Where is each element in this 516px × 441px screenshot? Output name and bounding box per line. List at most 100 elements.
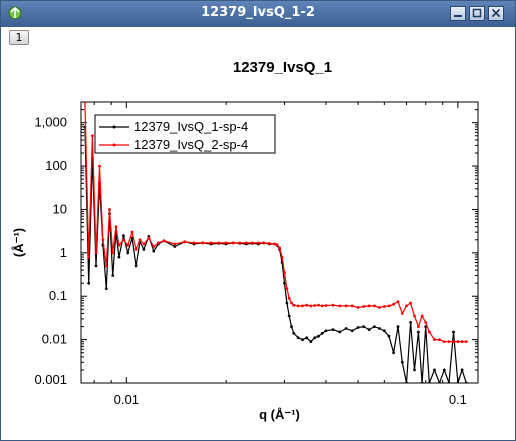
legend-box — [94, 114, 276, 154]
data-point — [331, 303, 335, 307]
data-point — [305, 303, 309, 307]
data-point — [409, 301, 412, 305]
data-point — [442, 368, 446, 372]
data-point — [387, 304, 391, 308]
data-point — [362, 325, 366, 328]
data-point — [420, 381, 424, 383]
close-button[interactable] — [488, 6, 504, 21]
data-point — [251, 241, 254, 245]
legend-label: 12379_IvsQ_2-sp-4 — [134, 137, 248, 152]
data-point — [114, 225, 118, 229]
data-point — [392, 302, 395, 306]
data-point — [152, 245, 156, 248]
data-point — [262, 241, 266, 245]
data-point — [373, 325, 376, 328]
legend-marker — [112, 143, 116, 147]
data-point — [413, 368, 416, 372]
data-point — [87, 255, 91, 259]
data-point — [283, 271, 286, 274]
data-point — [305, 336, 309, 340]
data-point — [367, 304, 371, 308]
data-point — [387, 334, 391, 338]
y-tick-label: 0.01 — [42, 332, 67, 347]
x-tick-label: 0.01 — [114, 392, 139, 407]
data-point — [217, 241, 221, 245]
data-point — [290, 301, 293, 305]
data-point — [142, 248, 146, 251]
data-point — [313, 336, 317, 340]
data-point — [91, 134, 94, 138]
data-point — [356, 306, 360, 309]
data-point — [396, 325, 400, 328]
data-point — [356, 326, 360, 329]
tab-1-button[interactable]: 1 — [9, 30, 29, 45]
chart-title: 12379_IvsQ_1 — [233, 59, 332, 76]
data-point — [157, 241, 160, 245]
data-point — [285, 287, 289, 290]
data-point — [338, 330, 342, 334]
data-point — [433, 368, 436, 372]
data-point — [231, 241, 235, 245]
y-tick-label: 100 — [45, 158, 67, 173]
data-point — [296, 336, 300, 340]
minimize-icon — [454, 15, 462, 17]
data-point — [331, 328, 335, 331]
data-point — [244, 241, 248, 245]
data-point — [324, 329, 328, 333]
data-point — [456, 340, 460, 343]
data-point — [378, 327, 381, 330]
data-point — [287, 296, 291, 300]
data-point — [101, 238, 105, 242]
data-point — [126, 251, 130, 255]
data-point — [324, 304, 328, 307]
data-point — [301, 338, 304, 341]
data-point — [400, 312, 404, 315]
y-tick-label: 1,000 — [34, 115, 67, 130]
data-point — [238, 241, 242, 245]
data-point — [209, 241, 213, 245]
data-point — [452, 340, 455, 343]
data-point — [373, 304, 376, 308]
data-point — [130, 230, 134, 234]
data-point — [320, 304, 324, 308]
minimize-button[interactable] — [450, 6, 466, 21]
data-point — [287, 314, 291, 318]
data-point — [152, 249, 156, 253]
data-point — [460, 368, 464, 372]
maximize-icon — [472, 8, 482, 18]
maximize-button[interactable] — [469, 6, 485, 21]
y-tick-label: 1 — [60, 245, 67, 260]
data-point — [147, 236, 151, 240]
y-tick-label: 10 — [53, 201, 67, 216]
data-point — [405, 304, 408, 308]
data-point — [396, 300, 400, 304]
x-tick-label: 0.1 — [449, 392, 467, 407]
data-point — [201, 241, 205, 245]
data-point — [417, 330, 420, 334]
data-point — [183, 240, 187, 244]
data-point — [447, 381, 451, 383]
data-point — [409, 321, 412, 324]
data-point — [378, 306, 381, 309]
titlebar[interactable]: 12379_IvsQ_1-2 — [1, 1, 515, 27]
data-point — [320, 331, 324, 335]
data-point — [413, 314, 416, 318]
data-point — [424, 321, 428, 324]
data-point — [427, 330, 431, 334]
y-tick-label: 0.1 — [49, 288, 67, 303]
data-point — [417, 325, 420, 328]
y-tick-label: 0.001 — [34, 372, 67, 387]
series-2 — [83, 102, 468, 343]
legend-label: 12379_IvsQ_1-sp-4 — [134, 119, 248, 134]
data-point — [138, 238, 142, 242]
data-point — [162, 239, 166, 243]
data-point — [438, 338, 441, 341]
data-point — [438, 381, 441, 383]
data-point — [400, 360, 404, 364]
data-point — [280, 255, 284, 259]
data-point — [142, 242, 146, 246]
data-point — [296, 304, 300, 308]
data-point — [309, 340, 313, 343]
